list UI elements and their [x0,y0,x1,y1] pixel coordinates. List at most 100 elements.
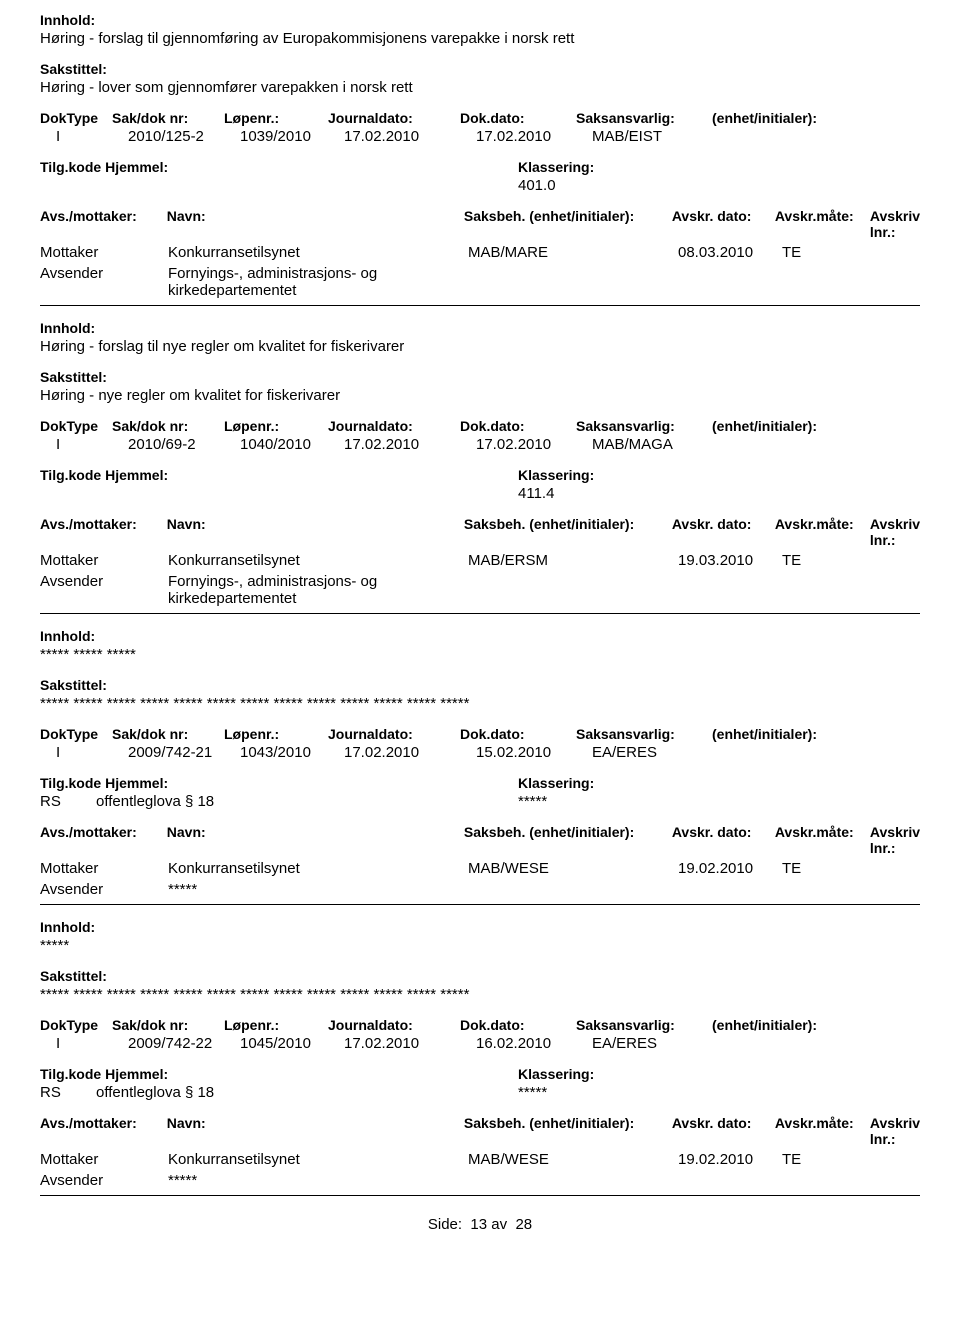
sakstittel-value: ***** ***** ***** ***** ***** ***** ****… [40,986,920,1003]
party-name: ***** [168,881,468,898]
footer-page-number: 13 [470,1216,487,1233]
innhold-value: ***** [40,937,920,954]
klassering-label: Klassering: [518,1066,920,1082]
val-lopenr: 1043/2010 [240,744,344,761]
val-dokdato: 17.02.2010 [476,128,592,145]
hjemmel-label: Hjemmel: [105,467,168,483]
doc-data-row: I 2010/69-2 1040/2010 17.02.2010 17.02.2… [40,436,920,453]
val-enhet [728,128,888,145]
klassering-label: Klassering: [518,159,920,175]
hdr-navn: Navn: [167,1115,464,1147]
party-name: Fornyings-, administrasjons- og kirkedep… [168,573,468,607]
innhold-value: Høring - forslag til gjennomføring av Eu… [40,30,920,47]
journal-record: Innhold: Høring - forslag til gjennomfør… [40,12,920,306]
val-saksansvarlig: EA/ERES [592,1035,728,1052]
journal-record: Innhold: ***** Sakstittel: ***** ***** *… [40,919,920,1196]
hdr-journaldato: Journaldato: [328,726,460,742]
document-page: Innhold: Høring - forslag til gjennomfør… [0,0,960,1253]
party-role: Avsender [40,1172,168,1189]
party-avskriv-lnr [878,573,920,607]
klassering-value: ***** [518,1084,920,1101]
hdr-enhet: (enhet/initialer): [712,110,872,126]
party-row: Avsender Fornyings-, administrasjons- og… [40,265,920,299]
val-doktype: I [40,128,128,145]
party-avskr-dato [678,881,782,898]
hdr-journaldato: Journaldato: [328,1017,460,1033]
val-journaldato: 17.02.2010 [344,744,476,761]
tilg-klass-row: Tilg.kode Hjemmel: RS offentleglova § 18… [40,1066,920,1101]
tilgkode-label: Tilg.kode [40,1066,101,1082]
tilg-hjemmel-label: Tilg.kode Hjemmel: [40,467,518,483]
sakstittel-value: ***** ***** ***** ***** ***** ***** ****… [40,695,920,712]
tilg-klass-row: Tilg.kode Hjemmel: Klassering: 401.0 [40,159,920,194]
hdr-lopenr: Løpenr.: [224,418,328,434]
hdr-avskr-mate: Avskr.måte: [775,208,870,240]
journal-record: Innhold: Høring - forslag til nye regler… [40,320,920,614]
hdr-navn: Navn: [167,208,464,240]
val-journaldato: 17.02.2010 [344,128,476,145]
hdr-saknr: Sak/dok nr: [112,726,224,742]
party-avskriv-lnr [878,552,920,569]
page-footer: Side: 13 av 28 [40,1216,920,1233]
hdr-dokdato: Dok.dato: [460,726,576,742]
hdr-lopenr: Løpenr.: [224,110,328,126]
tilg-hjemmel-label: Tilg.kode Hjemmel: [40,775,518,791]
hdr-doktype: DokType [40,110,112,126]
hdr-avs-mottaker: Avs./mottaker: [40,208,167,240]
hdr-saksansvarlig: Saksansvarlig: [576,418,712,434]
hdr-saknr: Sak/dok nr: [112,418,224,434]
party-avskr-mate: TE [782,1151,878,1168]
sakstittel-label: Sakstittel: [40,369,920,385]
klassering-label: Klassering: [518,467,920,483]
hdr-lopenr: Løpenr.: [224,726,328,742]
party-avskr-mate: TE [782,552,878,569]
klassering-label: Klassering: [518,775,920,791]
party-saksbeh [468,573,678,607]
party-name: Konkurransetilsynet [168,244,468,261]
hdr-avskr-dato: Avskr. dato: [672,516,775,548]
hdr-doktype: DokType [40,1017,112,1033]
klassering-value: 401.0 [518,177,920,194]
avs-header-row: Avs./mottaker: Navn: Saksbeh. (enhet/ini… [40,824,920,856]
party-saksbeh [468,1172,678,1189]
sakstittel-value: Høring - lover som gjennomfører varepakk… [40,79,920,96]
party-row: Mottaker Konkurransetilsynet MAB/WESE 19… [40,860,920,877]
hdr-dokdato: Dok.dato: [460,418,576,434]
party-row: Avsender Fornyings-, administrasjons- og… [40,573,920,607]
party-avskr-dato: 08.03.2010 [678,244,782,261]
doc-header-row: DokType Sak/dok nr: Løpenr.: Journaldato… [40,1017,920,1033]
tilg-klass-row: Tilg.kode Hjemmel: RS offentleglova § 18… [40,775,920,810]
tilgkode-value: RS [40,1084,96,1101]
hdr-saksbeh: Saksbeh. (enhet/initialer): [464,824,672,856]
val-doktype: I [40,1035,128,1052]
hdr-doktype: DokType [40,726,112,742]
hdr-saksbeh: Saksbeh. (enhet/initialer): [464,516,672,548]
party-row: Mottaker Konkurransetilsynet MAB/ERSM 19… [40,552,920,569]
party-avskr-dato: 19.02.2010 [678,1151,782,1168]
party-avskriv-lnr [878,244,920,261]
party-saksbeh [468,881,678,898]
tilg-hjemmel-values: RS offentleglova § 18 [40,793,518,810]
val-dokdato: 15.02.2010 [476,744,592,761]
hdr-navn: Navn: [167,824,464,856]
party-saksbeh: MAB/WESE [468,860,678,877]
klassering-value: ***** [518,793,920,810]
tilgkode-value: RS [40,793,96,810]
hjemmel-label: Hjemmel: [105,159,168,175]
val-saknr: 2010/125-2 [128,128,240,145]
val-lopenr: 1039/2010 [240,128,344,145]
tilg-hjemmel-label: Tilg.kode Hjemmel: [40,159,518,175]
hdr-avskriv-lnr: Avskriv lnr.: [870,516,920,548]
party-name: Konkurransetilsynet [168,860,468,877]
party-row: Mottaker Konkurransetilsynet MAB/MARE 08… [40,244,920,261]
party-avskriv-lnr [878,1172,920,1189]
val-saksansvarlig: MAB/MAGA [592,436,728,453]
sakstittel-label: Sakstittel: [40,968,920,984]
records-container: Innhold: Høring - forslag til gjennomfør… [40,12,920,1196]
hdr-saksbeh: Saksbeh. (enhet/initialer): [464,208,672,240]
val-enhet [728,744,888,761]
tilg-klass-row: Tilg.kode Hjemmel: Klassering: 411.4 [40,467,920,502]
sakstittel-value: Høring - nye regler om kvalitet for fisk… [40,387,920,404]
party-row: Avsender ***** [40,881,920,898]
hdr-enhet: (enhet/initialer): [712,418,872,434]
